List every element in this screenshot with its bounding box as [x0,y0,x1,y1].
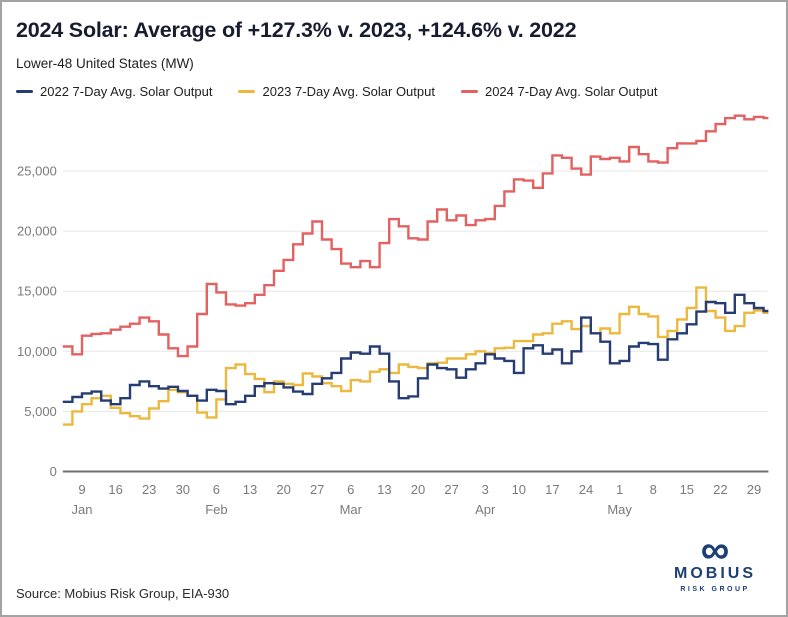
x-tick-label: 13 [377,482,391,497]
logo-tagline: RISK GROUP [680,586,750,593]
legend-swatch-2022-icon [16,90,33,93]
x-tick-label: 10 [512,482,526,497]
x-tick-label: 29 [747,482,761,497]
legend-label-2022: 2022 7-Day Avg. Solar Output [40,84,213,99]
y-tick-label-10000: 10,000 [17,344,57,359]
series-path-2022 [62,293,769,406]
legend-swatch-2024-icon [460,90,478,93]
infinity-icon: ∞ [700,528,730,572]
month-label-Feb: Feb [205,502,227,517]
month-label-May: May [607,502,632,517]
legend-label-2023: 2023 7-Day Avg. Solar Output [262,84,435,99]
month-label-Mar: Mar [340,502,363,517]
page-title: 2024 Solar: Average of +127.3% v. 2023, … [16,18,577,42]
x-tick-label: 27 [444,482,458,497]
series-path-2023 [62,286,769,426]
legend: 2022 7-Day Avg. Solar Output 2023 7-Day … [16,84,657,99]
legend-item-2024: 2024 7-Day Avg. Solar Output [460,84,658,99]
x-tick-label: 20 [411,482,425,497]
x-tick-label: 24 [579,482,593,497]
month-label-Jan: Jan [72,502,93,517]
chart-subtitle: Lower-48 United States (MW) [16,56,194,71]
legend-label-2024: 2024 7-Day Avg. Solar Output [484,84,658,99]
legend-swatch-2023-icon [238,90,256,93]
x-tick-label: 1 [616,482,623,497]
legend-item-2023: 2023 7-Day Avg. Solar Output [238,84,435,99]
x-tick-label: 6 [347,482,354,497]
mobius-logo: ∞ MOBIUS RISK GROUP [660,528,770,593]
x-tick-label: 15 [680,482,694,497]
x-tick-label: 13 [243,482,257,497]
month-label-Apr: Apr [475,502,496,517]
series-path-2024 [62,114,769,358]
x-tick-label: 27 [310,482,324,497]
y-tick-label-20000: 20,000 [17,224,57,239]
x-tick-label: 6 [213,482,220,497]
x-tick-label: 23 [142,482,156,497]
source-attribution: Source: Mobius Risk Group, EIA-930 [16,586,230,601]
legend-item-2022: 2022 7-Day Avg. Solar Output [16,84,212,99]
x-tick-label: 22 [713,482,727,497]
y-tick-label-25000: 25,000 [17,164,57,179]
logo-name: MOBIUS [674,565,756,582]
x-tick-label: 20 [276,482,290,497]
x-tick-label: 16 [108,482,122,497]
x-tick-label: 8 [650,482,657,497]
x-tick-label: 3 [482,482,489,497]
x-tick-label: 30 [176,482,190,497]
y-tick-label-0: 0 [50,464,57,479]
x-tick-label: 9 [78,482,85,497]
y-tick-label-15000: 15,000 [17,284,57,299]
y-tick-label-5000: 5,000 [24,404,57,419]
x-tick-label: 17 [545,482,559,497]
